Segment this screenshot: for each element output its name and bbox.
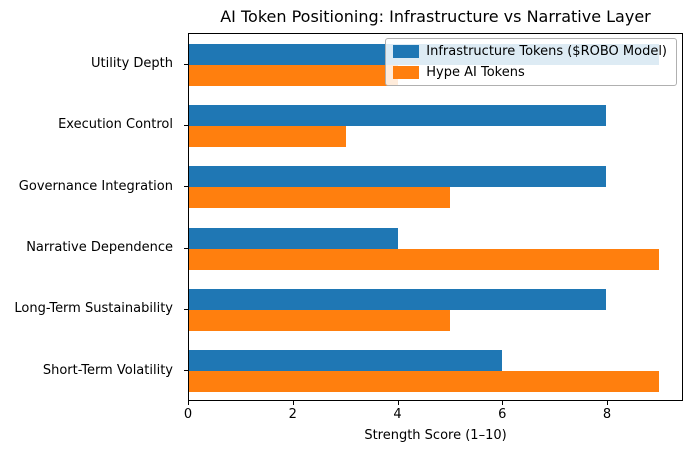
legend-label: Hype AI Tokens [426,65,525,80]
bar-series2 [189,187,450,209]
y-tick-label: Short-Term Volatility [42,362,173,378]
x-tick-mark [397,401,399,405]
bar-group [189,341,682,402]
chart-title: AI Token Positioning: Infrastructure vs … [220,7,651,26]
x-tick-mark [292,401,294,405]
x-tick-label: 2 [288,407,297,422]
bar-series1 [189,166,607,188]
x-tick-mark [607,401,609,405]
x-tick-label: 0 [183,407,193,422]
y-tick-mark [184,186,188,188]
y-tick-mark [184,125,188,126]
bar-series1 [189,288,607,310]
y-tick-label: Long-Term Sustainability [14,301,173,317]
bar-series2 [189,248,659,270]
y-tick-label: Execution Control [58,117,173,133]
bar-group [189,279,682,340]
legend-entry: Infrastructure Tokens ($ROBO Model) [393,44,667,59]
bar-series2 [189,64,398,86]
x-tick-label: 6 [498,407,507,422]
y-tick-label: Utility Depth [91,56,173,72]
bar-group [189,157,682,218]
plot-area: Infrastructure Tokens ($ROBO Model) Hype … [188,33,683,401]
bar-series1 [189,350,503,372]
bar-series2 [189,371,659,393]
bar-series1 [189,104,607,126]
y-tick-mark [184,247,188,249]
x-tick-label: 4 [393,407,402,422]
bar-series2 [189,309,450,331]
y-tick-mark [184,370,188,372]
bar-series1 [189,227,398,249]
bar-group [189,95,682,156]
y-tick-label: Governance Integration [18,178,173,194]
bar-group [189,218,682,279]
legend-label: Infrastructure Tokens ($ROBO Model) [426,44,667,59]
legend-swatch-icon [393,66,420,79]
legend-entry: Hype AI Tokens [393,65,667,80]
bar-series2 [189,125,346,147]
y-tick-mark [184,309,188,310]
legend-swatch-icon [393,45,420,58]
x-tick-mark [188,401,189,405]
x-tick-label: 8 [602,407,612,422]
y-tick-label: Narrative Dependence [26,240,173,256]
x-tick-mark [502,401,504,405]
y-tick-mark [184,63,188,65]
x-axis-title: Strength Score (1–10) [364,428,507,443]
legend: Infrastructure Tokens ($ROBO Model) Hype … [385,38,677,86]
y-axis-labels: Utility Depth Execution Control Governance… [0,33,180,401]
